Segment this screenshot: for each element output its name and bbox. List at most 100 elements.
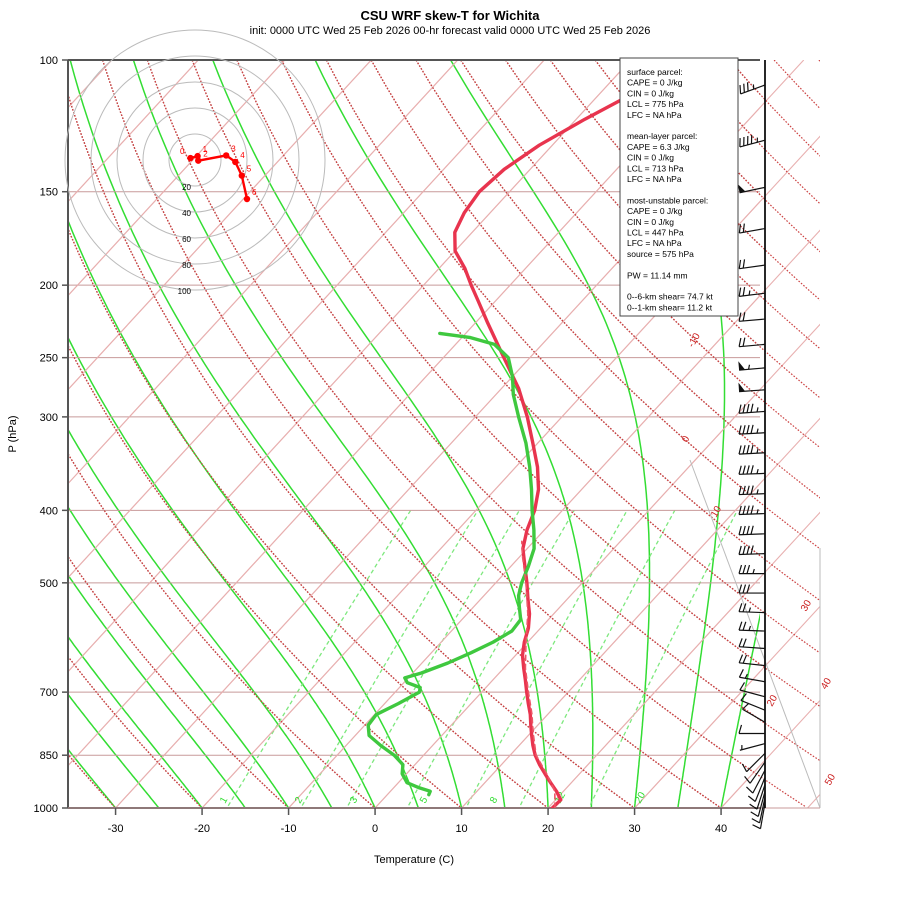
wind-barb — [750, 791, 766, 817]
wind-barb — [738, 287, 766, 297]
hodograph-ring — [116, 81, 274, 239]
hodograph-point-label: 1 — [203, 145, 208, 154]
barb-full — [746, 485, 750, 495]
barb-full — [742, 702, 750, 710]
wind-barb — [738, 485, 766, 496]
barb-full — [746, 424, 750, 434]
dewpoint-curve — [366, 331, 536, 797]
wind-barb — [742, 702, 766, 723]
pressure-tick-label: 700 — [40, 687, 58, 699]
barb-full — [742, 621, 747, 631]
wind-barb — [738, 444, 766, 455]
barb-full — [738, 259, 742, 269]
hodograph: 20 40 60 80 100 0 12 345 6 — [64, 29, 326, 296]
dry-adiabat — [236, 60, 760, 666]
moist-adiabat — [69, 60, 463, 808]
barb-full — [742, 404, 746, 414]
barb-full — [738, 526, 742, 535]
isotherm — [288, 294, 760, 808]
hodograph-point — [232, 158, 239, 166]
temperature-tick-label: 0 — [372, 823, 378, 835]
temperature-curve — [453, 95, 629, 808]
parcel-box-line: LFC = NA hPa — [627, 174, 682, 184]
parcel-box-line: 0--6-km shear= 74.7 kt — [627, 292, 713, 302]
barb-full — [740, 693, 747, 701]
mixing-ratio-label: 20 — [633, 790, 648, 806]
barb-pennant — [737, 183, 746, 193]
barb-full — [742, 505, 746, 515]
barb-full — [750, 525, 754, 535]
parcel-box-line: LFC = NA hPa — [627, 110, 682, 120]
temperature-tick-label: 40 — [715, 823, 727, 835]
wind-barb — [739, 82, 766, 95]
wind-barb — [738, 361, 766, 371]
barb-full — [738, 724, 743, 734]
barb-full — [742, 654, 748, 664]
parcel-box-line: CAPE = 0 J/kg — [627, 78, 683, 88]
isotherm-label: 0 — [680, 434, 693, 445]
wind-barb — [738, 525, 766, 536]
barb-full — [742, 223, 745, 233]
barb-full — [746, 505, 750, 515]
barb-full — [742, 425, 746, 435]
wind-barb — [738, 638, 766, 650]
parcel-box-line: most-unstable parcel: — [627, 195, 708, 205]
dry-adiabat — [68, 227, 547, 808]
wind-barb — [738, 669, 766, 683]
wind-barb — [738, 403, 766, 414]
pressure-tick-label: 150 — [40, 187, 58, 199]
isotherm — [808, 60, 900, 808]
hodograph-point-label: 0 — [180, 147, 185, 156]
isotherm-label: 10 — [709, 504, 724, 520]
hodograph-point — [243, 195, 251, 203]
isotherm-label: 30 — [799, 598, 814, 614]
wind-barb — [738, 465, 766, 475]
pressure-tick-label: 850 — [40, 750, 58, 762]
barb-full — [742, 638, 747, 648]
barb-full — [742, 259, 746, 269]
parcel-box-line: LFC = NA hPa — [627, 238, 682, 248]
barb-full — [746, 786, 754, 794]
parcel-box-line: mean-layer parcel: — [627, 131, 697, 141]
parcel-box-line: CAPE = 6.3 J/kg — [627, 142, 690, 152]
wind-barb — [738, 382, 766, 393]
dry-adiabat — [774, 60, 900, 807]
barb-full — [750, 424, 754, 434]
barb-half — [756, 407, 759, 413]
hodograph-ring — [168, 133, 222, 187]
page-title: CSU WRF skew-T for Wichita — [360, 8, 540, 23]
wind-barb — [738, 259, 766, 270]
wind-barb — [747, 777, 766, 802]
wind-barb — [738, 223, 766, 234]
hodograph-point — [195, 157, 202, 164]
wind-barb — [739, 134, 766, 148]
barb-full — [738, 485, 742, 495]
barb-full — [742, 545, 746, 555]
barb-full — [750, 465, 754, 475]
barb-half — [748, 290, 751, 296]
wind-barb — [738, 621, 766, 632]
barb-full — [738, 224, 741, 234]
barb-full — [750, 403, 754, 413]
wind-barb — [738, 545, 766, 556]
hodograph-ring-label: 40 — [182, 209, 191, 218]
parcel-box-line: CIN = 0 J/kg — [627, 88, 674, 98]
isotherm — [68, 60, 199, 203]
barb-full — [738, 621, 743, 631]
wind-barb — [744, 761, 766, 784]
pressure-tick-label: 1000 — [34, 803, 58, 815]
barb-full — [742, 465, 746, 475]
barb-full — [742, 337, 746, 347]
wind-barb — [738, 337, 766, 348]
barb-full — [738, 505, 742, 515]
wind-barb — [738, 724, 765, 735]
isotherm-label: 20 — [765, 693, 780, 709]
parcel-box-line: CIN = 0 J/kg — [627, 153, 674, 163]
wind-barb — [740, 693, 766, 711]
barb-full — [750, 485, 754, 495]
barb-half — [748, 607, 752, 613]
barb-full — [738, 425, 742, 435]
parcel-box-line: CAPE = 0 J/kg — [627, 206, 683, 216]
barb-full — [742, 564, 747, 574]
